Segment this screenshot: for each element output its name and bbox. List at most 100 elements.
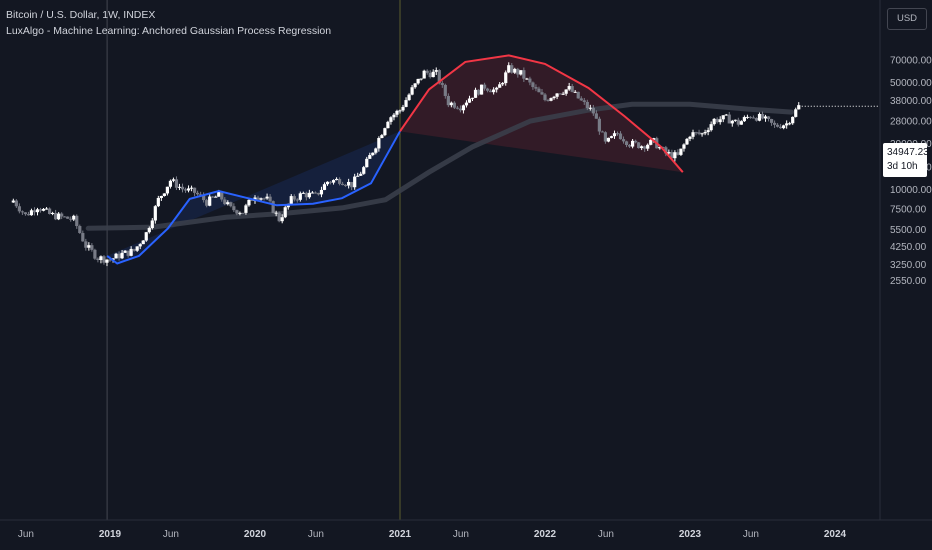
time-tick-label: Jun [308, 529, 324, 540]
candle-body [464, 102, 469, 106]
candle-body [461, 105, 466, 111]
candle-body [159, 195, 163, 198]
candle-body [32, 210, 37, 213]
candle-body [591, 107, 595, 114]
candle-body [205, 200, 209, 206]
candle-body [501, 83, 505, 85]
candle-body [262, 198, 266, 200]
candle-body [147, 228, 151, 233]
candle-body [144, 232, 148, 241]
candle-body [609, 136, 614, 138]
time-tick-label: Jun [598, 529, 614, 540]
candle-body [751, 117, 756, 119]
candle-body [709, 124, 713, 131]
candle-body [271, 201, 275, 213]
candle-body [588, 107, 592, 109]
candle-body [467, 98, 472, 103]
candle-body [682, 144, 686, 149]
candle-body [724, 114, 728, 116]
candle-body [69, 218, 73, 220]
gpr-fit-curve [106, 130, 401, 265]
candle-body [66, 216, 70, 219]
candle-body [353, 176, 357, 188]
candle-body [422, 70, 426, 79]
candle-body [486, 88, 490, 91]
symbol-title[interactable]: Bitcoin / U.S. Dollar, 1W, INDEX [6, 9, 156, 21]
candle-body [612, 133, 617, 137]
candle-body [96, 258, 100, 261]
candle-body [141, 240, 145, 245]
candle-body [646, 144, 650, 149]
candle-body [573, 91, 577, 93]
candle-body [797, 105, 801, 110]
candle-body [165, 186, 169, 194]
candle-body [135, 246, 139, 251]
candle-body [528, 78, 532, 83]
candle-body [87, 245, 91, 248]
candle-body [398, 110, 402, 112]
candle-body [718, 119, 722, 123]
candle-body [733, 119, 737, 121]
candle-body [199, 194, 203, 196]
candle-body [186, 188, 191, 191]
candle-body [579, 98, 583, 101]
candle-body [341, 183, 345, 186]
candle-body [561, 93, 565, 95]
candle-body [368, 155, 372, 159]
candle-body [748, 116, 753, 118]
candle-body [706, 130, 710, 133]
gpr-fit-fill [107, 131, 400, 264]
candle-body [631, 140, 635, 147]
candle-body [180, 186, 185, 190]
candle-body [522, 70, 526, 79]
candle-body [742, 117, 746, 122]
candle-body [280, 217, 284, 222]
candle-body [114, 253, 118, 259]
candle-body [47, 208, 52, 214]
candle-body [455, 107, 459, 109]
candle-body [120, 252, 124, 259]
currency-button[interactable]: USD [887, 8, 927, 30]
candle-body [75, 215, 79, 227]
moving-average-layer [85, 101, 794, 231]
candle-body [546, 100, 550, 102]
candle-body [51, 212, 55, 214]
candle-body [534, 87, 538, 89]
candle-body [256, 197, 260, 200]
candle-body [347, 181, 351, 186]
candle-body [365, 158, 369, 168]
candle-body [615, 133, 620, 135]
candle-body [277, 212, 281, 222]
time-axis[interactable]: Jun 2019 Jun 2020 Jun 2021 Jun 2022 Jun 2023 Jun 20… [18, 529, 847, 540]
candle-body [102, 256, 106, 263]
candle-body [552, 96, 556, 99]
candle-body [643, 146, 647, 149]
candle-body [407, 94, 411, 101]
candle-body [313, 192, 318, 194]
candle-body [721, 115, 725, 120]
candle-body [383, 128, 387, 136]
candle-body [570, 86, 574, 92]
indicator-title[interactable]: LuxAlgo - Machine Learning: Anchored Gau… [6, 25, 332, 37]
candle-body [310, 192, 314, 194]
candle-body [362, 167, 366, 174]
candle-body [555, 93, 559, 97]
candle-body [44, 208, 49, 210]
candle-body [235, 210, 239, 214]
candle-body [84, 241, 88, 248]
candle-body [220, 191, 224, 200]
candle-body [392, 114, 396, 118]
candle-body [606, 137, 611, 142]
candle-body [473, 89, 478, 98]
candle-body [202, 195, 206, 201]
candle-body [386, 121, 390, 129]
candle-body [585, 101, 589, 109]
candle-body [389, 117, 393, 122]
candle-body [289, 196, 293, 204]
candle-body [440, 83, 444, 85]
candle-body [229, 202, 233, 207]
price-tick-label: 50000.00 [890, 78, 932, 89]
candle-body [712, 118, 716, 125]
candle-body [745, 116, 749, 118]
